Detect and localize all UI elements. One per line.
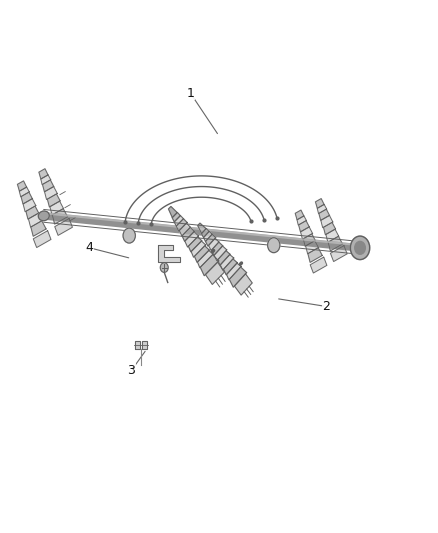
Polygon shape (33, 231, 51, 247)
Polygon shape (319, 209, 329, 220)
Polygon shape (158, 245, 180, 262)
Polygon shape (306, 241, 318, 254)
Text: 3: 3 (127, 364, 135, 377)
Polygon shape (205, 234, 215, 246)
Polygon shape (310, 257, 327, 273)
Text: 4: 4 (86, 241, 94, 254)
Text: 2: 2 (322, 300, 330, 313)
Polygon shape (172, 213, 180, 222)
Circle shape (350, 236, 370, 260)
Polygon shape (23, 199, 36, 212)
Polygon shape (218, 251, 230, 265)
Polygon shape (176, 219, 187, 231)
Polygon shape (198, 251, 213, 268)
Polygon shape (303, 234, 315, 246)
Polygon shape (223, 259, 237, 275)
Polygon shape (179, 223, 191, 236)
Ellipse shape (39, 211, 49, 221)
Polygon shape (204, 231, 212, 241)
Polygon shape (220, 255, 234, 270)
Polygon shape (315, 199, 324, 208)
Polygon shape (47, 194, 60, 207)
Polygon shape (198, 223, 206, 233)
Polygon shape (211, 242, 223, 255)
Polygon shape (317, 205, 327, 214)
Polygon shape (299, 221, 309, 232)
Circle shape (355, 241, 365, 254)
Polygon shape (234, 274, 252, 295)
Polygon shape (21, 192, 32, 204)
Polygon shape (324, 222, 336, 235)
Circle shape (123, 228, 135, 243)
Polygon shape (226, 263, 241, 280)
Polygon shape (55, 219, 72, 236)
Polygon shape (18, 181, 27, 191)
Polygon shape (26, 206, 39, 219)
Polygon shape (326, 229, 339, 243)
Polygon shape (201, 229, 209, 238)
Polygon shape (45, 187, 57, 199)
Polygon shape (321, 215, 333, 228)
Polygon shape (200, 255, 219, 276)
Polygon shape (328, 236, 343, 251)
Polygon shape (194, 246, 209, 262)
Polygon shape (28, 213, 42, 227)
Polygon shape (182, 228, 194, 241)
Polygon shape (295, 210, 304, 220)
Polygon shape (169, 206, 177, 217)
Polygon shape (185, 232, 198, 247)
Polygon shape (31, 221, 46, 236)
Circle shape (160, 263, 168, 272)
Polygon shape (191, 241, 205, 257)
Text: 1: 1 (187, 87, 194, 100)
Polygon shape (297, 216, 307, 225)
Polygon shape (205, 262, 224, 285)
Polygon shape (330, 246, 347, 262)
Polygon shape (52, 208, 67, 224)
Polygon shape (50, 201, 64, 215)
Polygon shape (142, 341, 147, 349)
Polygon shape (208, 238, 219, 251)
Polygon shape (300, 227, 313, 239)
Polygon shape (19, 187, 29, 197)
Polygon shape (230, 267, 247, 287)
Polygon shape (39, 169, 48, 179)
Polygon shape (308, 248, 322, 262)
Polygon shape (214, 246, 227, 261)
Polygon shape (188, 237, 202, 252)
Polygon shape (174, 215, 184, 226)
Circle shape (268, 238, 280, 253)
Polygon shape (135, 341, 140, 349)
Polygon shape (42, 180, 54, 192)
Polygon shape (41, 175, 51, 184)
